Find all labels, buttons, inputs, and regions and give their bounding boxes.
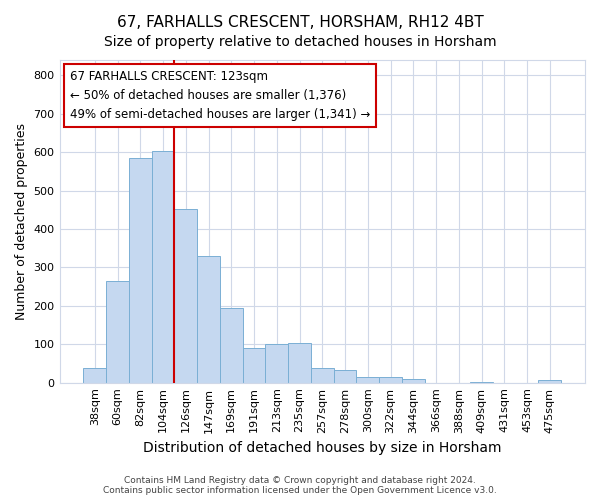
Bar [311, 368, 334, 382]
Bar [106, 281, 129, 382]
Text: Size of property relative to detached houses in Horsham: Size of property relative to detached ho… [104, 35, 496, 49]
Bar [538, 380, 561, 382]
Y-axis label: Number of detached properties: Number of detached properties [15, 123, 28, 320]
Bar [175, 209, 197, 382]
Bar [265, 344, 288, 383]
Bar [242, 348, 265, 382]
Bar [129, 158, 152, 382]
Bar [288, 342, 311, 382]
X-axis label: Distribution of detached houses by size in Horsham: Distribution of detached houses by size … [143, 441, 502, 455]
Bar [334, 370, 356, 382]
Bar [83, 368, 106, 382]
Text: 67 FARHALLS CRESCENT: 123sqm
← 50% of detached houses are smaller (1,376)
49% of: 67 FARHALLS CRESCENT: 123sqm ← 50% of de… [70, 70, 370, 120]
Text: 67, FARHALLS CRESCENT, HORSHAM, RH12 4BT: 67, FARHALLS CRESCENT, HORSHAM, RH12 4BT [116, 15, 484, 30]
Bar [402, 379, 425, 382]
Bar [197, 256, 220, 382]
Bar [220, 308, 242, 382]
Text: Contains HM Land Registry data © Crown copyright and database right 2024.
Contai: Contains HM Land Registry data © Crown c… [103, 476, 497, 495]
Bar [379, 378, 402, 382]
Bar [356, 377, 379, 382]
Bar [152, 152, 175, 382]
